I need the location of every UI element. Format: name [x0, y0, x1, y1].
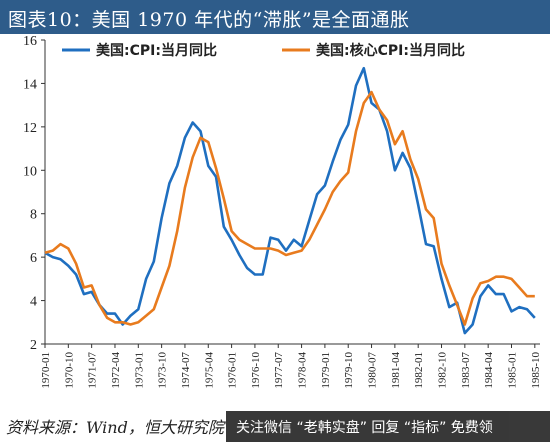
x-tick-label: 1979-01: [320, 352, 332, 389]
chart-legend: 美国:CPI:当月同比 美国:核心CPI:当月同比: [62, 42, 465, 59]
x-tick-label: 1974-07: [180, 352, 192, 389]
x-tick-label: 1973-01: [133, 352, 145, 389]
x-tick-label: 1971-07: [87, 352, 99, 389]
x-tick-label: 1973-10: [157, 352, 169, 389]
x-tick-label: 1981-04: [390, 352, 402, 389]
x-tick-label: 1976-10: [250, 352, 262, 389]
chart-series: [44, 66, 536, 335]
chart-axes: 2 4 6 8 10 12 14 16 1970-01 1970-10 1971-07 1972-04…: [23, 34, 542, 389]
x-tick-label: 1985-10: [530, 352, 542, 389]
x-tick-label: 1972-04: [110, 352, 122, 389]
x-tick-label: 1979-10: [343, 352, 355, 389]
y-tick-label: 14: [23, 77, 37, 92]
x-tick-label: 1975-04: [203, 352, 215, 389]
x-tick-label: 1970-10: [63, 352, 75, 389]
chart-title: 图表10：美国 1970 年代的“滞胀”是全面通胀: [8, 9, 410, 31]
y-tick-label: 16: [23, 34, 37, 49]
cpi-series-line: [44, 66, 536, 335]
promo-banner[interactable]: 关注微信 “老韩实盘” 回复 “指标” 免费领: [226, 411, 550, 442]
x-tick-label: 1985-01: [506, 352, 518, 389]
x-tick-label: 1978-04: [297, 352, 309, 389]
line-chart: 2 4 6 8 10 12 14 16 1970-01 1970-10 1971-07 1972-04…: [23, 34, 542, 389]
core-cpi-series-line: [44, 90, 535, 326]
y-tick-label: 8: [30, 208, 37, 223]
legend-label-core: 美国:核心CPI:当月同比: [316, 42, 465, 59]
y-tick-label: 6: [30, 251, 37, 266]
x-tick-label: 1970-01: [40, 352, 52, 389]
x-tick-label: 1977-07: [273, 352, 285, 389]
title-bar: 图表10：美国 1970 年代的“滞胀”是全面通胀: [0, 0, 550, 34]
source-note: 资料来源：Wind，恒大研究院: [6, 418, 224, 437]
x-tick-label: 1982-01: [413, 352, 425, 389]
x-tick-label: 1982-10: [437, 352, 449, 389]
x-tick-label: 1980-07: [367, 352, 379, 389]
y-tick-label: 10: [23, 164, 37, 179]
y-tick-label: 12: [23, 121, 37, 136]
x-tick-label: 1984-04: [483, 352, 495, 389]
x-tick-label: 1983-07: [460, 352, 472, 389]
y-tick-label: 4: [30, 295, 37, 310]
promo-banner-text: 关注微信 “老韩实盘” 回复 “指标” 免费领: [236, 420, 493, 436]
legend-label-cpi: 美国:CPI:当月同比: [96, 42, 217, 59]
y-tick-label: 2: [30, 338, 37, 353]
x-tick-label: 1976-01: [227, 352, 239, 389]
